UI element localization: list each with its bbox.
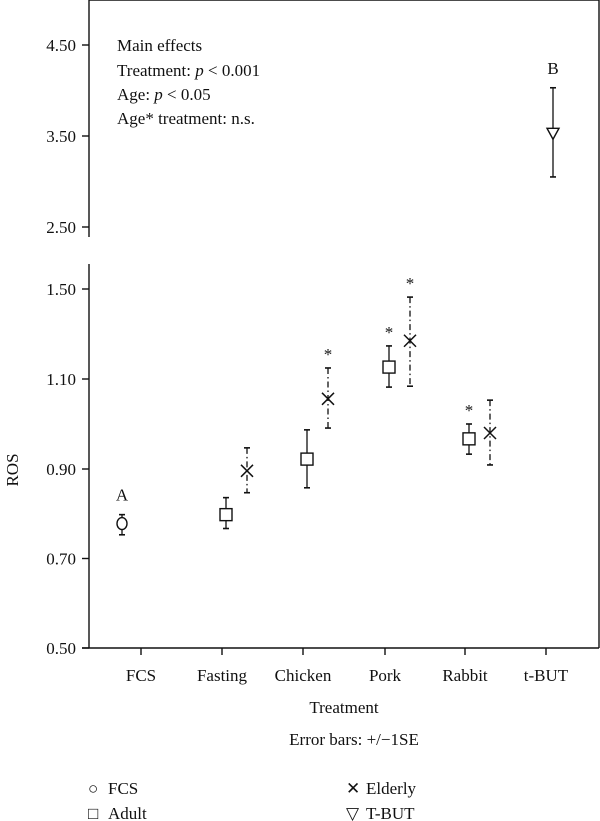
bottom-y-ticks: 1.50 1.10 0.90 0.70 0.50 <box>46 280 89 658</box>
legend-item-fcs: ○ FCS <box>88 779 138 798</box>
legend-item-elderly: ✕ Elderly <box>346 779 417 798</box>
y-tick-label: 0.50 <box>46 639 76 658</box>
circle-marker <box>116 516 128 531</box>
x-marker <box>240 464 254 478</box>
annotation-line: Age* treatment: n.s. <box>117 109 255 128</box>
y-tick-label: 3.50 <box>46 127 76 146</box>
legend-item-t-but: ▽ T-BUT <box>346 804 415 821</box>
legend-symbol-icon: ✕ <box>346 779 360 798</box>
y-tick-label: 4.50 <box>46 36 76 55</box>
significance-asterisk: * <box>406 274 415 293</box>
x-tick-label: Fasting <box>197 666 248 685</box>
top-y-ticks: 4.50 3.50 2.50 <box>46 36 89 237</box>
point-fcs-fcs: A <box>116 486 129 536</box>
point-t-but-t-but: B <box>545 59 561 178</box>
x-axis-label: Treatment <box>309 698 379 717</box>
triangle-marker <box>545 127 561 141</box>
data-marks: A * * * * B <box>116 59 561 536</box>
annotation-line: Treatment: p < 0.001 <box>117 61 260 80</box>
y-tick-label: 1.50 <box>46 280 76 299</box>
legend-label: FCS <box>108 779 138 798</box>
y-tick-label: 0.90 <box>46 460 76 479</box>
point-elderly-fasting <box>240 447 254 494</box>
square-marker <box>462 432 476 446</box>
error-bars-note: Error bars: +/−1SE <box>289 730 419 749</box>
x-ticks: FCS Fasting Chicken Pork Rabbit t-BUT <box>126 648 569 685</box>
point-adult-chicken <box>300 429 314 489</box>
legend-symbol-icon: □ <box>88 804 98 821</box>
x-marker <box>321 392 335 406</box>
legend-symbol-icon: ▽ <box>346 804 360 821</box>
annotation-title: Main effects <box>117 36 202 55</box>
y-axis-label: ROS <box>3 453 22 486</box>
point-adult-fasting <box>219 496 233 530</box>
square-marker <box>382 360 396 374</box>
x-tick-label: FCS <box>126 666 156 685</box>
x-tick-label: Rabbit <box>442 666 488 685</box>
y-tick-label: 0.70 <box>46 550 76 569</box>
square-marker <box>300 452 314 466</box>
significance-asterisk: * <box>324 345 333 364</box>
legend: ○ FCS □ Adult ✕ Elderly ▽ T-BUT <box>88 779 417 821</box>
x-tick-label: t-BUT <box>524 666 569 685</box>
significance-asterisk: * <box>385 323 394 342</box>
square-marker <box>219 507 233 522</box>
x-tick-label: Chicken <box>275 666 332 685</box>
significance-asterisk: * <box>465 401 474 420</box>
annotation-line: Age: p < 0.05 <box>117 85 211 104</box>
legend-symbol-icon: ○ <box>88 779 98 798</box>
x-tick-label: Pork <box>369 666 402 685</box>
legend-item-adult: □ Adult <box>88 804 147 821</box>
point-adult-pork: * <box>382 323 396 388</box>
point-elderly-chicken: * <box>321 345 335 429</box>
legend-label: T-BUT <box>366 804 415 821</box>
y-tick-label: 1.10 <box>46 370 76 389</box>
main-effects-annotation: Main effects Treatment: p < 0.001 Age: p … <box>117 36 260 128</box>
x-marker <box>483 426 497 440</box>
point-elderly-rabbit <box>483 399 497 466</box>
y-tick-label: 2.50 <box>46 218 76 237</box>
group-letter: B <box>547 59 558 78</box>
point-adult-rabbit: * <box>462 401 476 455</box>
legend-label: Elderly <box>366 779 417 798</box>
point-elderly-pork: * <box>403 274 417 388</box>
x-marker <box>403 334 417 348</box>
group-letter: A <box>116 486 129 505</box>
legend-label: Adult <box>108 804 147 821</box>
